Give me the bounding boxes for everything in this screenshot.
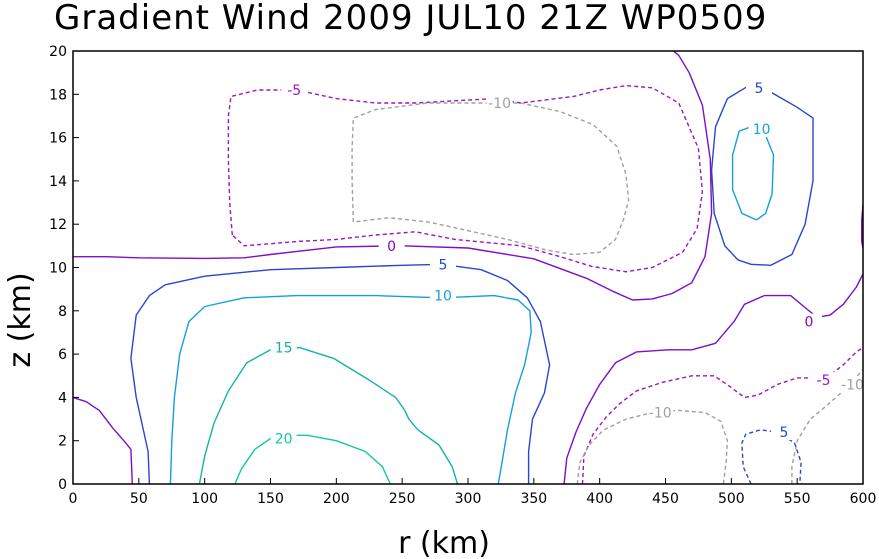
x-tick-label: 50 [130,491,148,507]
x-tick-label: 600 [850,491,877,507]
contour-label-bg [796,313,823,330]
contour-label: 5 [755,81,764,97]
y-tick-label: 18 [49,87,67,103]
contour-label-bg [748,120,775,137]
contour-label-bg [745,79,772,96]
x-axis-ticks: 0 50 100 150 200 250 300 350 400 450 500 550 600 [69,478,877,507]
x-tick-label: 400 [586,491,613,507]
contour-label: 5 [439,257,448,273]
contour-lines [72,50,864,485]
contour-line [731,126,775,221]
chart-title: Gradient Wind 2009 JUL10 21Z WP0509 [54,0,767,38]
contour-label-bg [429,256,456,273]
y-tick-label: 14 [49,174,67,190]
y-tick-label: 12 [49,217,67,233]
contour-line [581,347,864,485]
contour-label-bg [429,287,456,304]
contour-line [198,346,459,485]
contour-line [234,434,391,485]
y-axis-label: z (km) [3,272,38,367]
x-tick-label: 450 [652,491,679,507]
contour-line [563,273,864,485]
x-tick-label: 150 [257,491,284,507]
contour-line [791,368,864,484]
x-tick-label: 100 [191,491,218,507]
x-tick-label: 500 [718,491,745,507]
contour-label: 20 [275,432,293,448]
contour-label: -10 [649,406,672,422]
contour-label-bg [771,424,797,441]
contour-label-bg [647,404,674,421]
contour-line [169,294,532,485]
contour-labels: 20 15 10 5 5 10 0 0 -5 -5 -10 -10 -10 5 [270,79,866,448]
contour-line [710,85,814,266]
y-tick-label: 10 [49,261,67,277]
x-axis-label: r (km) [398,526,490,559]
x-tick-label: 200 [323,491,350,507]
contour-label: 5 [780,425,789,441]
contour-label: -5 [287,83,301,99]
y-tick-label: 4 [58,390,67,406]
contour-label-bg [486,94,513,111]
contour-label: -5 [817,373,831,389]
contour-label-bg [378,237,405,254]
contour-label-bg [281,81,308,98]
y-tick-label: 6 [58,347,67,363]
contour-label: 10 [434,289,452,305]
contour-label: 0 [387,239,396,255]
x-tick-label: 300 [455,491,482,507]
contour-label: -10 [841,377,864,393]
x-tick-label: 350 [520,491,547,507]
contour-label: -10 [488,96,511,112]
x-tick-label: 0 [69,491,78,507]
contour-label-bg [839,376,866,393]
x-tick-label: 250 [389,491,416,507]
contour-line [351,102,630,256]
y-axis-ticks: 0 2 4 6 8 10 12 14 16 18 20 [49,44,79,493]
contour-label: 15 [275,341,293,357]
y-tick-label: 20 [49,44,67,60]
contour-label: 10 [753,122,771,138]
x-tick-label: 550 [784,491,811,507]
contour-line [130,263,551,485]
contour-line [72,396,133,485]
y-tick-label: 8 [58,304,67,320]
contour-label: 0 [805,315,814,331]
contour-label-bg [810,372,837,389]
y-tick-label: 0 [58,477,67,493]
contour-line [73,50,713,301]
contour-label-bg [270,430,297,447]
contour-line [227,84,704,273]
y-tick-label: 2 [58,434,67,450]
y-tick-label: 16 [49,131,67,147]
contour-label-bg [270,339,297,356]
